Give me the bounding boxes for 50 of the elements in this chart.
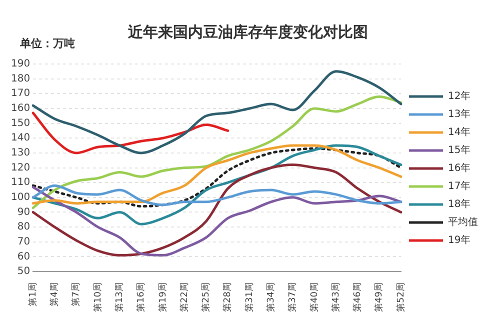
legend-label: 14年 xyxy=(448,126,471,138)
x-tick-label: 第4周 xyxy=(49,282,60,306)
y-tick-label: 60 xyxy=(17,251,30,262)
legend-label: 平均值 xyxy=(448,216,478,228)
y-tick-label: 70 xyxy=(17,236,30,248)
y-tick-label: 100 xyxy=(10,192,30,204)
x-tick-label: 第40周 xyxy=(308,282,320,312)
line-series xyxy=(32,164,402,256)
y-tick-label: 90 xyxy=(17,206,30,218)
x-tick-label: 第22周 xyxy=(178,282,190,312)
x-tick-label: 第19周 xyxy=(157,282,168,312)
y-tick-label: 50 xyxy=(17,266,30,278)
x-tick-label: 第43周 xyxy=(330,282,342,312)
x-tick-label: 第1周 xyxy=(27,282,38,306)
x-tick-label: 第16周 xyxy=(136,282,147,312)
y-tick-label: 180 xyxy=(10,73,30,84)
line-series xyxy=(32,112,230,154)
x-tick-label: 第37周 xyxy=(287,282,298,312)
y-tick-label: 140 xyxy=(10,132,30,144)
x-tick-label: 第28周 xyxy=(222,282,234,312)
line-series xyxy=(32,95,402,210)
legend-label: 18年 xyxy=(448,198,471,210)
legend-label: 15年 xyxy=(448,144,471,156)
y-tick-label: 170 xyxy=(10,88,30,100)
y-tick-label: 120 xyxy=(10,162,30,174)
y-axis-title: 单位：万吨 xyxy=(19,36,75,50)
legend-label: 17年 xyxy=(448,180,471,192)
legend-label: 19年 xyxy=(448,234,471,246)
x-tick-label: 第49周 xyxy=(374,282,385,312)
x-tick-label: 第34周 xyxy=(265,282,276,312)
x-tick-label: 第25周 xyxy=(200,282,212,312)
line-series xyxy=(32,184,402,206)
legend-label: 13年 xyxy=(448,108,471,120)
line-series xyxy=(32,186,402,256)
y-tick-label: 130 xyxy=(10,148,30,159)
x-tick-label: 第31周 xyxy=(244,282,255,312)
x-tick-label: 第7周 xyxy=(70,282,82,306)
y-tick-label: 150 xyxy=(10,118,30,129)
y-tick-label: 110 xyxy=(10,177,30,188)
legend-label: 16年 xyxy=(448,162,471,174)
y-tick-label: 190 xyxy=(10,58,30,70)
line-series xyxy=(32,70,402,154)
x-tick-label: 第46周 xyxy=(352,282,364,312)
legend-label: 12年 xyxy=(448,90,471,102)
x-tick-label: 第52周 xyxy=(395,282,406,312)
y-tick-label: 80 xyxy=(17,222,30,233)
x-tick-label: 第13周 xyxy=(114,282,125,312)
x-tick-label: 第10周 xyxy=(92,282,104,312)
y-tick-label: 160 xyxy=(10,103,30,114)
chart-title: 近年来国内豆油库存年度变化对比图 xyxy=(127,22,368,41)
